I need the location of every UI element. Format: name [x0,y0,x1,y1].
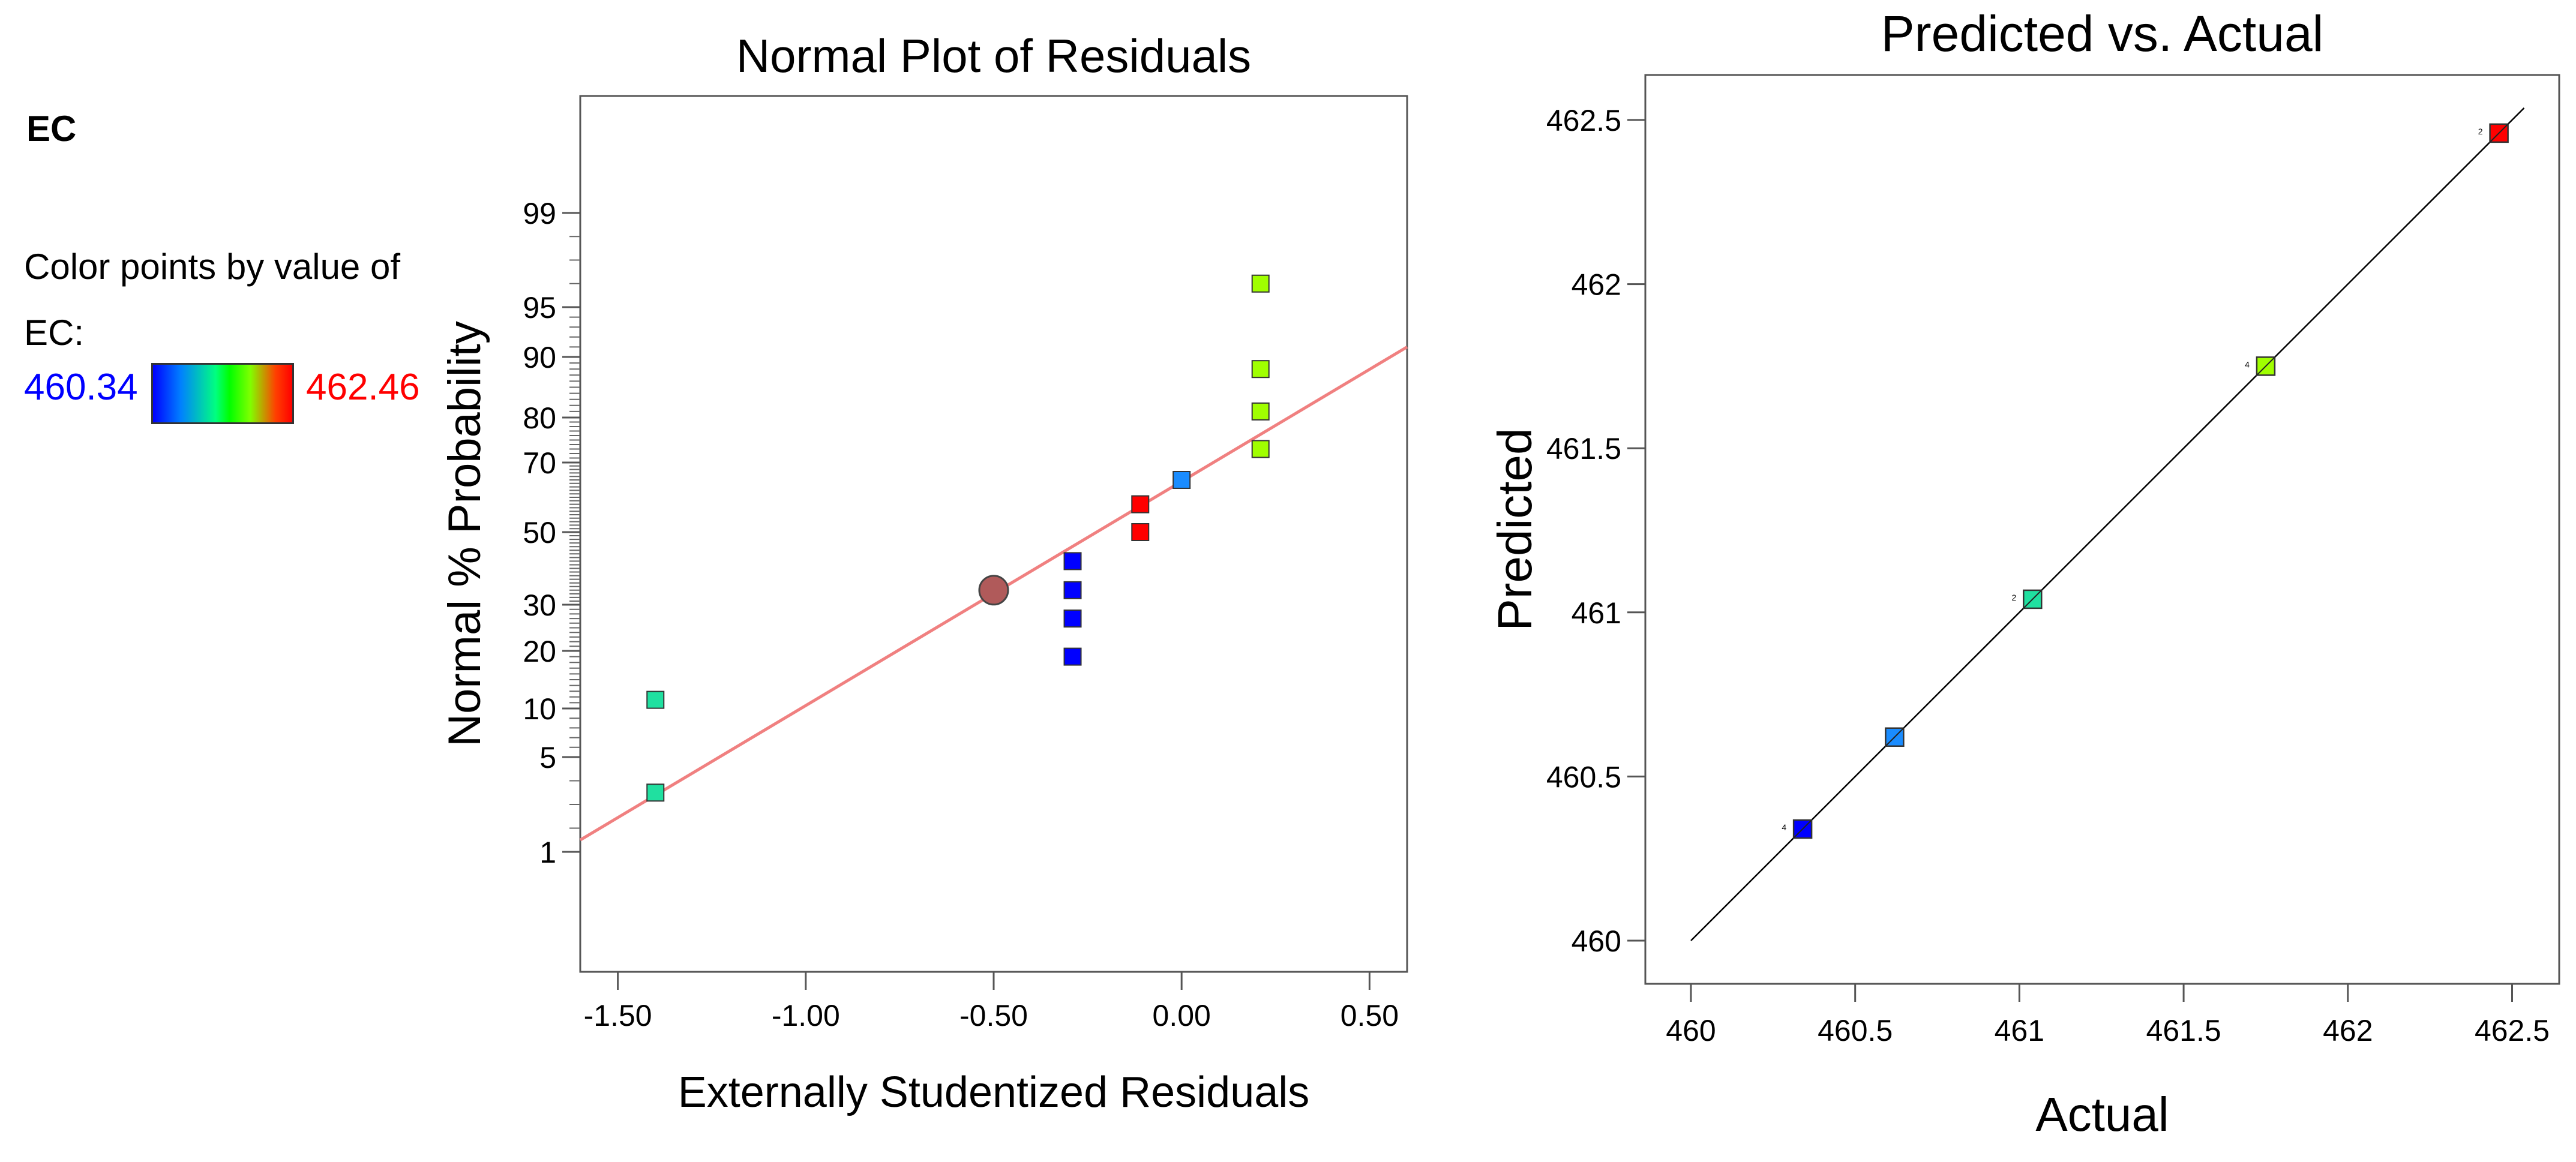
chart1-data-point [1251,440,1270,458]
chart1-y-tick-label: 70 [523,446,556,480]
chart1-y-tick-label: 80 [523,401,556,435]
chart2-x-tick-label: 461 [1995,1014,2044,1047]
chart1-x-axis-label: Externally Studentized Residuals [678,1068,1310,1116]
chart2-x-tick-label: 460.5 [1818,1014,1893,1047]
chart1-data-point [1063,581,1082,599]
chart1-y-tick-label: 90 [523,341,556,374]
chart2-data-point-diagonal [2489,124,2509,143]
color-legend: EC Color points by value of EC: 460.34 4… [0,0,456,456]
chart2-data-point-diagonal [2256,356,2275,376]
chart2-x-tick-label: 461.5 [2146,1014,2221,1047]
chart1-x-tick-label: -1.00 [772,999,840,1032]
chart2-data-point-diagonal [2023,590,2043,609]
legend-low-value: 460.34 [24,367,138,408]
legend-title: EC [26,109,77,149]
chart2-point-count-label: 4 [2245,359,2250,369]
chart2-y-tick-label: 460 [1572,924,1621,958]
chart1-data-point [646,783,665,802]
chart2-x-tick-label: 462.5 [2475,1014,2550,1047]
chart1-y-tick-label: 5 [539,741,556,774]
chart1-data-point [1251,402,1270,421]
chart2-title: Predicted vs. Actual [1881,5,2324,62]
chart2-point-count-label: 2 [2011,593,2016,602]
chart1-x-tick-label: 0.50 [1341,999,1399,1032]
chart2-y-axis-label: Predicted [1488,428,1542,631]
chart2-y-tick-label: 461.5 [1546,432,1621,466]
chart1-y-tick-label: 1 [539,836,556,869]
chart2-reference-line [1690,107,2525,941]
chart1-y-tick-label: 10 [523,692,556,726]
chart1-data-point [1251,360,1270,379]
chart2-y-tick-label: 462.5 [1546,104,1621,137]
chart1-data-point [1251,274,1270,293]
chart1-y-tick-label: 95 [523,291,556,325]
legend-gradient-bar [151,363,294,424]
chart2-x-tick-label: 462 [2323,1014,2373,1047]
chart1-x-tick-label: 0.00 [1153,999,1211,1032]
legend-high-value: 462.46 [306,367,420,408]
chart1-data-point [1131,523,1150,541]
chart1-x-tick-label: -0.50 [959,999,1028,1032]
chart1-data-point [1063,647,1082,666]
chart1-y-axis-label: Normal % Probability [439,321,490,747]
chart1-data-point [646,690,665,709]
chart1-y-tick-label: 30 [523,588,556,622]
chart2-plot-frame [1644,74,2560,985]
chart2-data-point-diagonal [1793,819,1812,839]
chart2-x-tick-label: 460 [1666,1014,1716,1047]
chart1-highlight-point [978,575,1009,606]
chart2-y-tick-label: 461 [1572,596,1621,630]
chart1-y-tick-label: 20 [523,635,556,668]
chart1-data-point [1172,471,1191,489]
chart1-data-point [1063,552,1082,571]
chart1-data-point [1131,495,1150,514]
chart1-title: Normal Plot of Residuals [736,29,1251,82]
chart2-y-tick-label: 462 [1572,268,1621,302]
legend-caption: Color points by value of EC: [24,247,401,353]
normal-plot-chart: Normal Plot of Residuals 1 5 10 20 30 50 70 80 90… [439,29,1408,1116]
chart2-point-count-label: 2 [2478,127,2483,136]
chart2-x-axis-label: Actual [2035,1088,2169,1141]
chart1-y-tick-label: 50 [523,516,556,550]
chart2-point-count-label: 4 [1782,822,1786,832]
chart1-x-tick-label: -1.50 [584,999,652,1032]
chart1-data-point [1063,609,1082,628]
chart2-y-tick-label: 460.5 [1546,760,1621,794]
chart2-data-point-diagonal [1885,728,1905,747]
chart1-y-tick-label: 99 [523,197,556,230]
